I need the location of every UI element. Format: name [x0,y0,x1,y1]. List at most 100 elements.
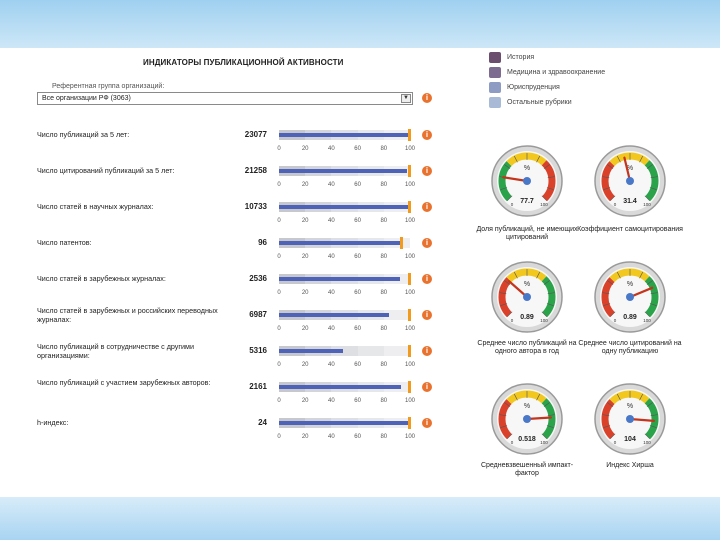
indicator-label: Число статей в зарубежных журналах: [37,274,166,283]
info-icon[interactable]: i [422,310,432,320]
axis-tick-label: 20 [301,146,309,152]
reference-group-label: Референтная группа организаций: [52,83,165,90]
indicator-value: 2536 [249,274,267,283]
indicator-bar [279,381,411,393]
axis-tick-label: 100 [404,398,416,404]
gauge-tick [646,280,653,285]
axis-tick-label: 0 [277,146,281,152]
bar-fill [279,205,409,209]
info-icon[interactable]: i [422,418,432,428]
gauge-tick [504,280,511,285]
axis-tick-label: 0 [277,362,281,368]
bar-marker [407,417,411,429]
chevron-down-icon[interactable]: ▼ [401,94,411,103]
gauge-tick [609,433,616,440]
info-icon[interactable]: i [422,166,432,176]
indicator-label: Число патентов: [37,238,92,247]
gauge-caption: Индекс Хирша [606,462,654,469]
gauge-tick [541,433,548,440]
indicator-bar [279,273,411,285]
axis-tick-label: 60 [354,218,361,224]
reference-group-value: Все организации РФ (3063) [42,95,131,102]
gauge-tick [602,414,610,417]
axis-tick-label: 100 [404,218,416,224]
info-icon[interactable]: i [422,346,432,356]
gauge-max-label: 100 [643,202,651,207]
gauge-arc-segment [601,277,615,318]
gauge-tick [609,311,616,318]
legend-swatch [489,97,501,108]
axis-tick-label: 80 [380,362,388,368]
indicator-value: 6987 [249,310,267,319]
axis-tick-label: 100 [404,326,416,332]
axis-tick-label: 80 [380,326,388,332]
gauge-caption: Доля публикаций, не имеющих цитирований [476,226,578,241]
info-icon[interactable]: i [422,93,432,103]
gauge-arc-segment [644,398,659,440]
legend-label: Остальные рубрики [507,99,572,106]
gauge-value: 31.4 [623,198,637,205]
gauge-unit: % [524,281,530,288]
indicator-bar [279,345,411,357]
bar-band [357,346,384,356]
axis-tick-label: 0 [277,398,281,404]
gauge-hub [523,177,531,185]
gauge-tick [506,311,513,318]
gauge-needle [525,416,553,421]
gauge-min-label: 0 [511,440,514,445]
gauge-max-label: 100 [643,318,651,323]
gauge-tick [547,414,555,417]
bar-fill [279,277,400,281]
axis-tick-label: 40 [328,182,335,188]
bar-band [383,346,410,356]
gauge-unit: % [627,165,633,172]
bar-band [383,310,410,320]
gauge-tick [500,425,508,428]
indicator-bar [279,201,411,213]
axis-tick-label: 0 [277,290,281,296]
axis-tick-label: 60 [354,434,361,440]
axis-tick-label: 40 [328,254,335,260]
legend-item: История [489,50,605,65]
gauge-caption: Среднее число цитирований на одну публик… [578,340,682,355]
axis-tick-label: 0 [277,182,281,188]
indicator-label: Число публикаций в сотрудничестве с друг… [37,342,194,360]
gauge-min-label: 0 [614,440,617,445]
axis-tick-label: 20 [301,254,309,260]
gauge-tick [500,187,508,190]
gauge-tick [650,414,658,417]
info-icon[interactable]: i [422,382,432,392]
info-icon[interactable]: i [422,238,432,248]
indicator-label: Число цитирований публикаций за 5 лет: [37,166,175,175]
reference-group-select[interactable]: Все организации РФ (3063) ▼ [37,92,413,105]
indicator-label: h-индекс: [37,418,69,427]
gauge-tick [536,393,540,401]
indicator-label: Число публикаций с участием зарубежных а… [37,378,211,387]
page-title: ИНДИКАТОРЫ ПУБЛИКАЦИОННОЙ АКТИВНОСТИ [143,58,344,67]
gauge-tick [547,292,555,295]
gauge-tick [603,187,611,190]
gauge-min-label: 0 [511,318,514,323]
axis-tick-label: 60 [354,398,361,404]
info-icon[interactable]: i [422,202,432,212]
gauge: % 0 100 0.89 [491,261,563,333]
gauge-max-label: 100 [643,440,651,445]
axis-tick-label: 0 [277,254,281,260]
bar-marker [407,309,411,321]
gauge-tick [644,195,651,202]
axis-tick-label: 40 [328,434,335,440]
gauge-arc-segment [644,276,659,318]
bar-fill [279,313,390,317]
axis-tick-label: 20 [301,362,309,368]
axis-tick-label: 80 [380,146,388,152]
gauge-tick [546,187,554,190]
slide-header-band [0,0,720,48]
info-icon[interactable]: i [422,130,432,140]
info-icon[interactable]: i [422,274,432,284]
axis-tick-label: 40 [328,398,335,404]
gauge-tick [644,433,651,440]
legend-swatch [489,67,501,78]
gauge-arc-segment [644,160,659,202]
indicator-value: 10733 [244,202,267,211]
gauge-arc-segment [506,152,547,167]
